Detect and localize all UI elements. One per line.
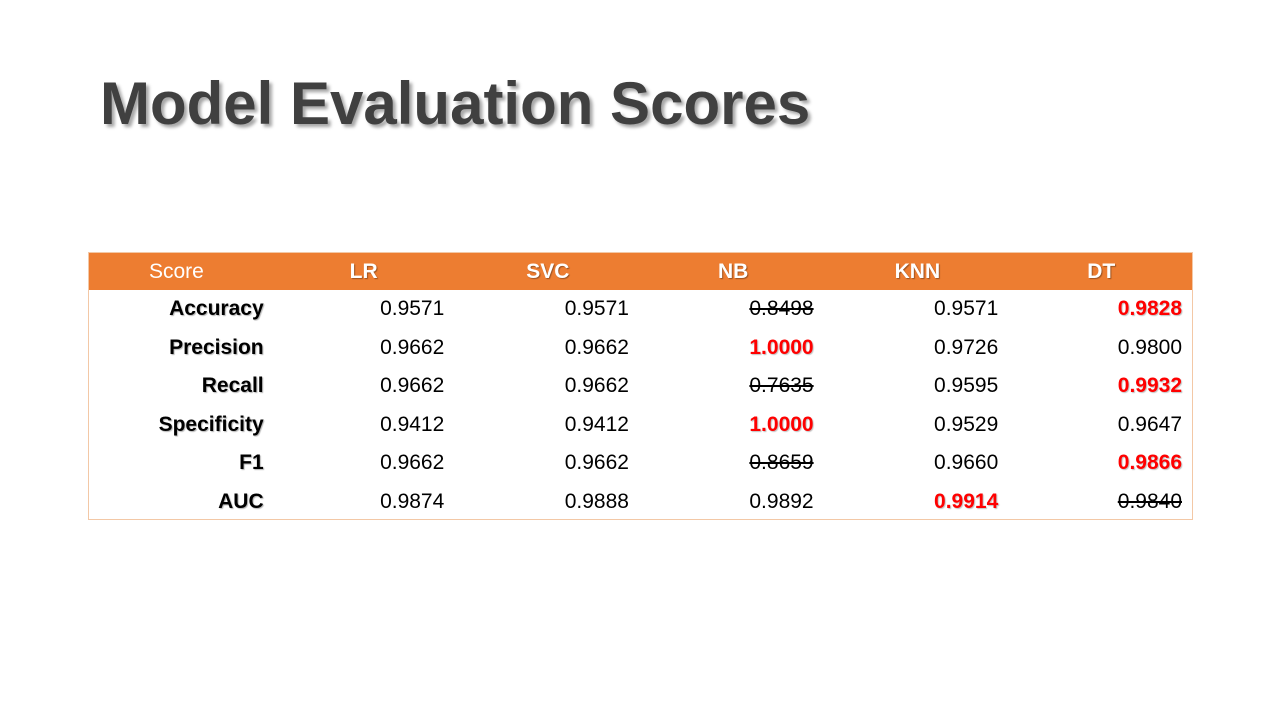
score-value: 0.9662: [380, 335, 445, 359]
score-cell: 0.8498: [639, 290, 824, 329]
score-cell: 0.9828: [1008, 290, 1192, 329]
score-cell: 0.9662: [454, 367, 639, 406]
score-value: 0.9662: [380, 374, 445, 398]
score-cell: 0.9874: [270, 483, 455, 522]
table-header-row: Score LR SVC NB KNN DT: [89, 253, 1192, 290]
score-value: 0.8659: [749, 451, 814, 475]
score-cell: 0.9866: [1008, 444, 1192, 483]
score-value: 0.8498: [749, 297, 814, 321]
score-cell: 0.7635: [639, 367, 824, 406]
score-value: 0.9529: [934, 412, 999, 436]
score-cell: 0.9595: [824, 367, 1009, 406]
score-value: 1.0000: [749, 412, 814, 436]
row-label: Accuracy: [169, 297, 264, 321]
table-row: AUC 0.9874 0.9888 0.9892 0.9914 0.9840: [89, 483, 1192, 522]
column-header-svc: SVC: [526, 259, 570, 283]
score-value: 0.9828: [1117, 297, 1182, 321]
score-cell: 0.9726: [824, 329, 1009, 368]
score-cell: 0.9914: [824, 483, 1009, 522]
score-value: 0.9412: [380, 412, 445, 436]
page-title: Model Evaluation Scores: [100, 70, 811, 137]
score-cell: 0.9571: [270, 290, 455, 329]
row-label: Precision: [169, 335, 264, 359]
score-cell: 0.9662: [270, 444, 455, 483]
column-header-dt: DT: [1087, 259, 1116, 283]
table-row: Accuracy 0.9571 0.9571 0.8498 0.9571 0.9828: [89, 290, 1192, 329]
score-value: 0.9595: [934, 374, 999, 398]
score-cell: 0.9412: [270, 406, 455, 445]
score-value: 0.9571: [934, 297, 999, 321]
table-row: F1 0.9662 0.9662 0.8659 0.9660 0.9866: [89, 444, 1192, 483]
score-cell: 0.9662: [454, 444, 639, 483]
score-value: 0.9660: [934, 451, 999, 475]
score-cell: 0.9800: [1008, 329, 1192, 368]
scores-table: Score LR SVC NB KNN DT Accuracy 0.9571 0.9…: [89, 253, 1192, 521]
row-label: Recall: [201, 374, 264, 398]
scores-table-container: Score LR SVC NB KNN DT Accuracy 0.9571 0.9…: [88, 252, 1193, 520]
score-value: 0.9840: [1117, 489, 1182, 513]
score-cell: 1.0000: [639, 406, 824, 445]
score-cell: 0.9892: [639, 483, 824, 522]
table-row: Precision 0.9662 0.9662 1.0000 0.9726 0.9800: [89, 329, 1192, 368]
score-cell: 0.9888: [454, 483, 639, 522]
score-cell: 1.0000: [639, 329, 824, 368]
score-value: 0.9571: [380, 297, 445, 321]
score-value: 0.9412: [564, 412, 629, 436]
score-value: 0.9932: [1117, 374, 1182, 398]
score-value: 0.9914: [934, 489, 999, 513]
score-value: 0.9800: [1117, 335, 1182, 359]
score-value: 0.9892: [749, 489, 814, 513]
score-cell: 0.9529: [824, 406, 1009, 445]
score-value: 0.9662: [564, 335, 629, 359]
score-cell: 0.9660: [824, 444, 1009, 483]
score-value: 0.9647: [1117, 412, 1182, 436]
score-value: 0.9726: [934, 335, 999, 359]
score-cell: 0.9662: [270, 367, 455, 406]
score-cell: 0.9412: [454, 406, 639, 445]
score-cell: 0.9840: [1008, 483, 1192, 522]
score-cell: 0.9647: [1008, 406, 1192, 445]
score-cell: 0.9932: [1008, 367, 1192, 406]
table-row: Recall 0.9662 0.9662 0.7635 0.9595 0.9932: [89, 367, 1192, 406]
column-header-score: Score: [149, 259, 204, 283]
score-value: 0.9571: [564, 297, 629, 321]
score-value: 0.9866: [1117, 451, 1182, 475]
score-value: 0.9662: [380, 451, 445, 475]
score-cell: 0.9571: [824, 290, 1009, 329]
score-cell: 0.9662: [454, 329, 639, 368]
column-header-knn: KNN: [894, 259, 941, 283]
row-label: Specificity: [158, 412, 264, 436]
score-value: 0.9662: [564, 451, 629, 475]
score-value: 0.9874: [380, 489, 445, 513]
row-label: F1: [239, 451, 264, 475]
score-value: 0.9888: [564, 489, 629, 513]
score-value: 0.7635: [749, 374, 814, 398]
row-label: AUC: [218, 489, 264, 513]
table-row: Specificity 0.9412 0.9412 1.0000 0.9529 0.964…: [89, 406, 1192, 445]
score-cell: 0.9662: [270, 329, 455, 368]
column-header-nb: NB: [717, 259, 749, 283]
table-body: Accuracy 0.9571 0.9571 0.8498 0.9571 0.9828 Pr…: [89, 290, 1192, 521]
column-header-lr: LR: [349, 259, 378, 283]
score-value: 1.0000: [749, 335, 814, 359]
score-cell: 0.9571: [454, 290, 639, 329]
score-value: 0.9662: [564, 374, 629, 398]
score-cell: 0.8659: [639, 444, 824, 483]
